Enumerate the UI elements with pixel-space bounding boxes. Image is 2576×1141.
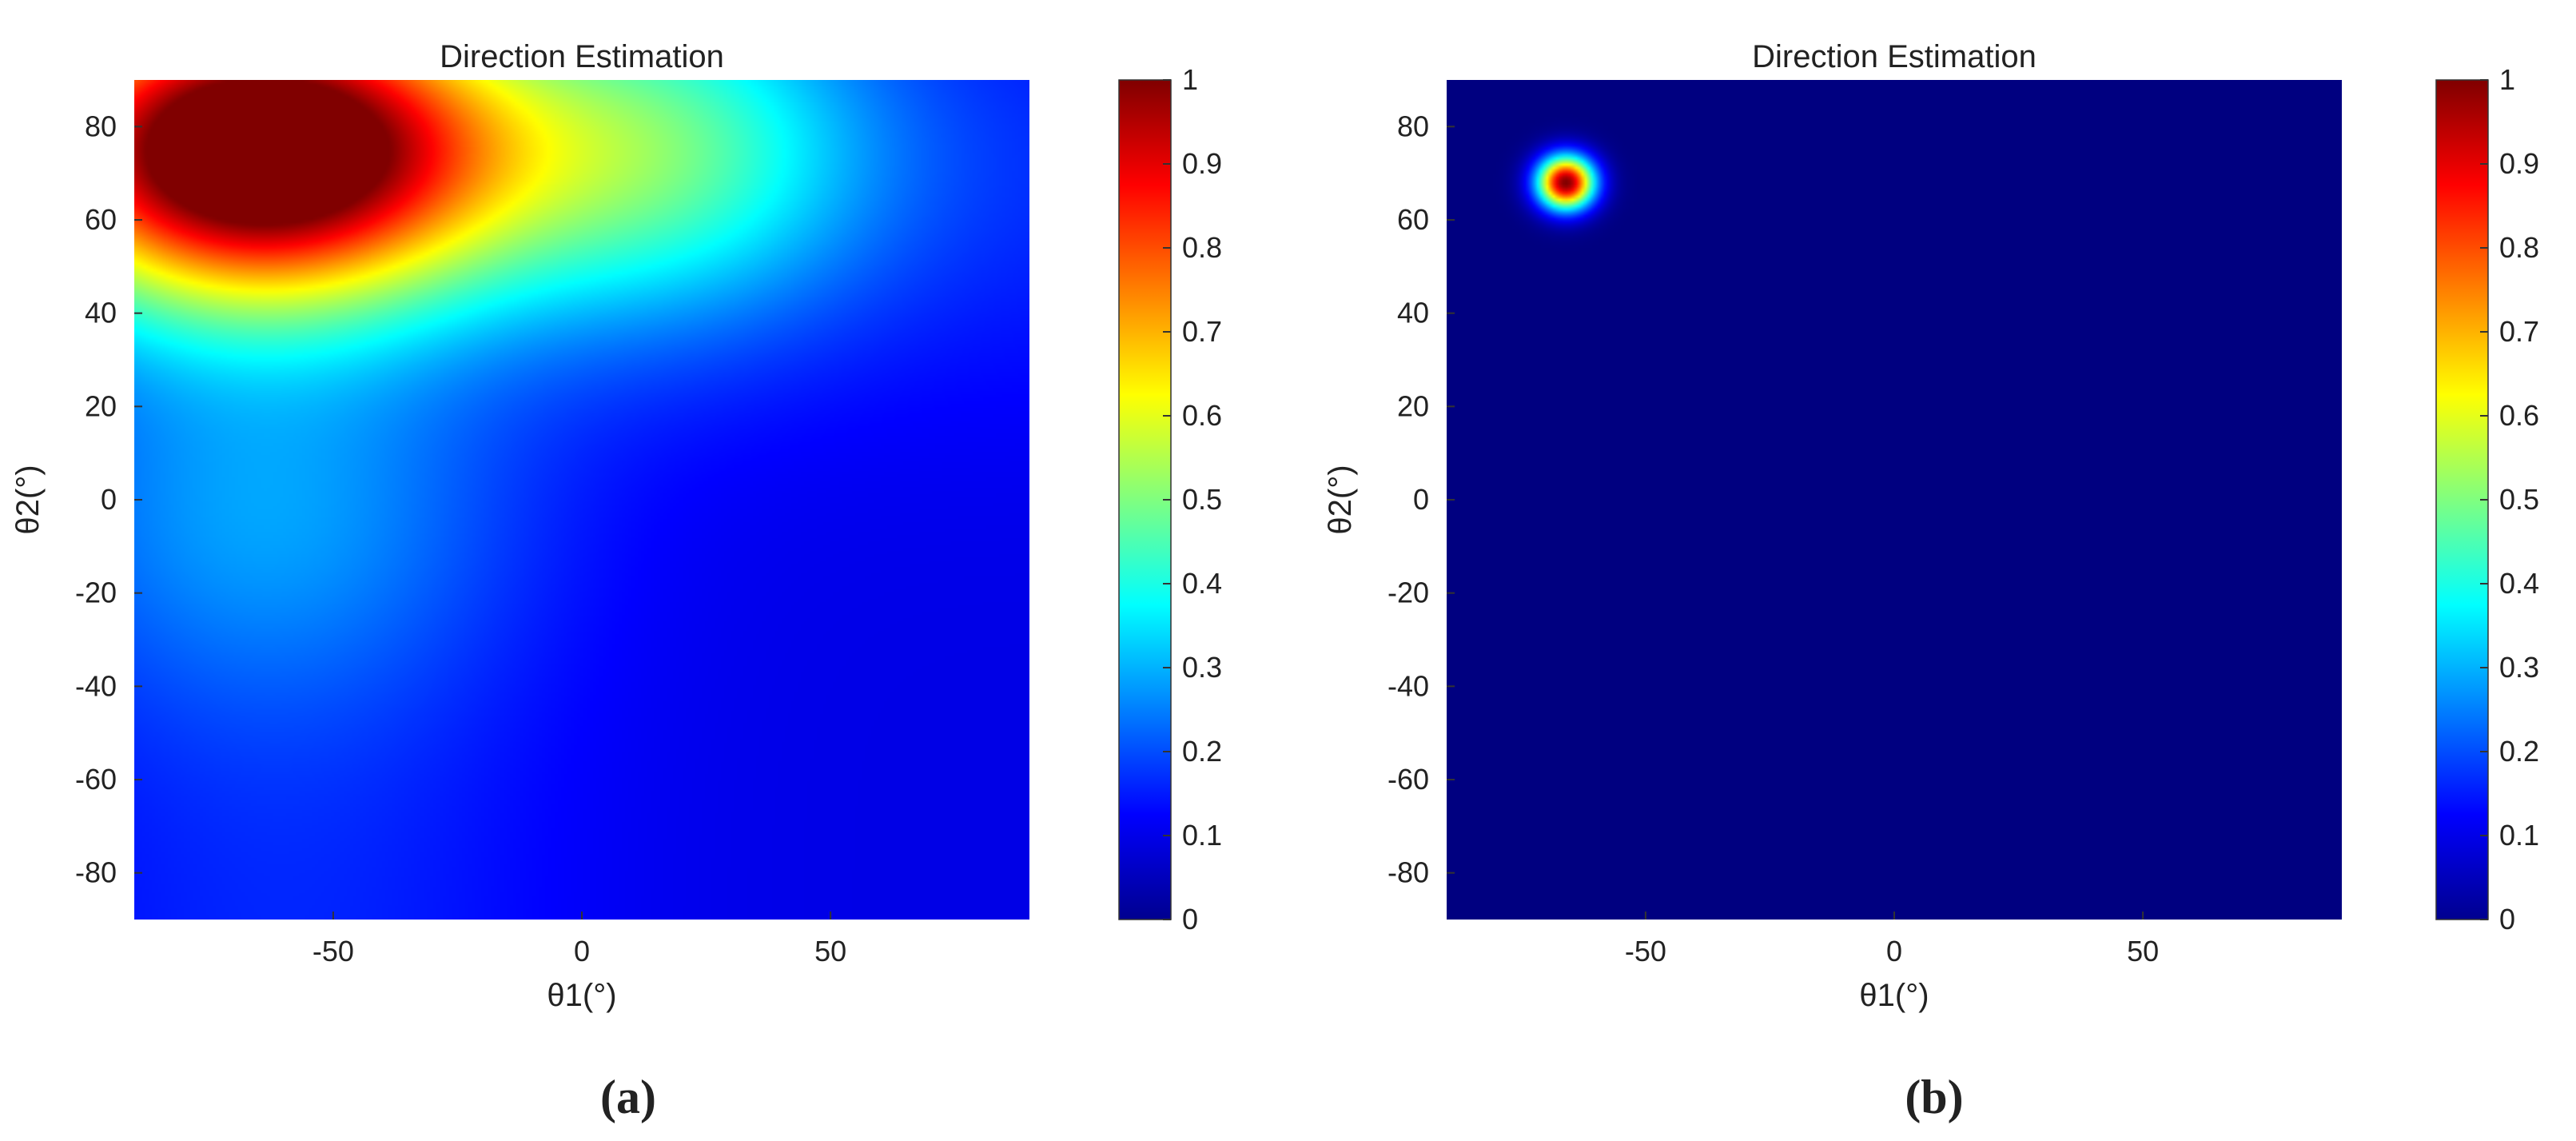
colorbar-tick-label: 0.2 <box>2499 735 2539 768</box>
chart-title: Direction Estimation <box>1752 39 2037 74</box>
colorbar-tick-label: 0.4 <box>2499 567 2539 600</box>
y-tick-label: -80 <box>1388 856 1429 889</box>
x-tick-label: -50 <box>1625 935 1666 967</box>
y-tick-label: 40 <box>85 297 117 329</box>
colorbar-tick-label: 0.8 <box>1182 231 1222 264</box>
y-tick-label: 60 <box>85 203 117 236</box>
y-tick-label: 0 <box>101 483 117 516</box>
colorbar-tick-label: 0.7 <box>1182 315 1222 348</box>
heatmap-surface <box>134 80 1029 920</box>
chart-title: Direction Estimation <box>440 39 724 74</box>
y-axis-label: θ2(°) <box>10 465 46 534</box>
y-tick-label: -60 <box>1388 763 1429 796</box>
x-tick-label: 0 <box>574 935 590 967</box>
colorbar-tick-label: 0.4 <box>1182 567 1222 600</box>
colorbar-tick-label: 0 <box>1182 903 1198 936</box>
colorbar-tick-label: 0.9 <box>2499 147 2539 180</box>
colorbar-tick-label: 1 <box>2499 63 2515 96</box>
y-tick-label: -80 <box>75 856 117 889</box>
colorbar-tick-label: 0.6 <box>1182 399 1222 432</box>
colorbar-tick-label: 0.1 <box>2499 819 2539 852</box>
colorbar-tick-label: 0.9 <box>1182 147 1222 180</box>
y-tick-label: 60 <box>1397 203 1429 236</box>
colorbar-tick-label: 0.3 <box>1182 651 1222 684</box>
colorbar-tick-label: 0.5 <box>1182 483 1222 516</box>
heatmap-surface <box>1447 80 2342 920</box>
colorbar-gradient <box>2435 79 2489 920</box>
x-tick-label: 0 <box>1886 935 1902 967</box>
colorbar-tick-label: 0.2 <box>1182 735 1222 768</box>
colorbar-tick-label: 0.6 <box>2499 399 2539 432</box>
colorbar-tick-label: 0.5 <box>2499 483 2539 516</box>
y-tick-label: 0 <box>1413 483 1429 516</box>
colorbar-tick-label: 0.3 <box>2499 651 2539 684</box>
chart-panel-b: Direction Estimation -50 0 50 80 60 40 20 0 -20 -4… <box>1323 39 2539 1123</box>
y-tick-label: 80 <box>85 110 117 142</box>
y-tick-label: -60 <box>75 763 117 796</box>
y-tick-label: -20 <box>1388 576 1429 609</box>
y-tick-label: 20 <box>85 389 117 422</box>
colorbar-tick-label: 0.7 <box>2499 315 2539 348</box>
x-axis-label: θ1(°) <box>1859 978 1929 1013</box>
panel-caption: (a) <box>600 1071 656 1123</box>
colorbar-gradient <box>1118 79 1172 920</box>
y-tick-label: 40 <box>1397 297 1429 329</box>
x-tick-label: 50 <box>814 935 846 967</box>
y-tick-label: -20 <box>75 576 117 609</box>
colorbar-tick-label: 0.8 <box>2499 231 2539 264</box>
y-tick-label: -40 <box>1388 669 1429 702</box>
x-tick-label: 50 <box>2127 935 2159 967</box>
y-tick-label: 80 <box>1397 110 1429 142</box>
y-tick-label: -40 <box>75 669 117 702</box>
panel-caption: (b) <box>1905 1071 1963 1123</box>
colorbar-tick-label: 0.1 <box>1182 819 1222 852</box>
colorbar-tick-label: 1 <box>1182 63 1198 96</box>
y-tick-label: 20 <box>1397 389 1429 422</box>
y-axis-label: θ2(°) <box>1323 465 1358 534</box>
colorbar: 1 0.9 0.8 0.7 0.6 0.5 0.4 0.3 0.2 0.1 0 <box>2435 63 2539 936</box>
x-axis-label: θ1(°) <box>547 978 616 1013</box>
colorbar: 1 0.9 0.8 0.7 0.6 0.5 0.4 0.3 0.2 0.1 0 <box>1118 63 1222 936</box>
colorbar-tick-label: 0 <box>2499 903 2515 936</box>
chart-panel-a: Direction Estimation -50 0 50 80 60 40 20 0 -20 -4… <box>10 39 1222 1123</box>
x-tick-label: -50 <box>313 935 354 967</box>
